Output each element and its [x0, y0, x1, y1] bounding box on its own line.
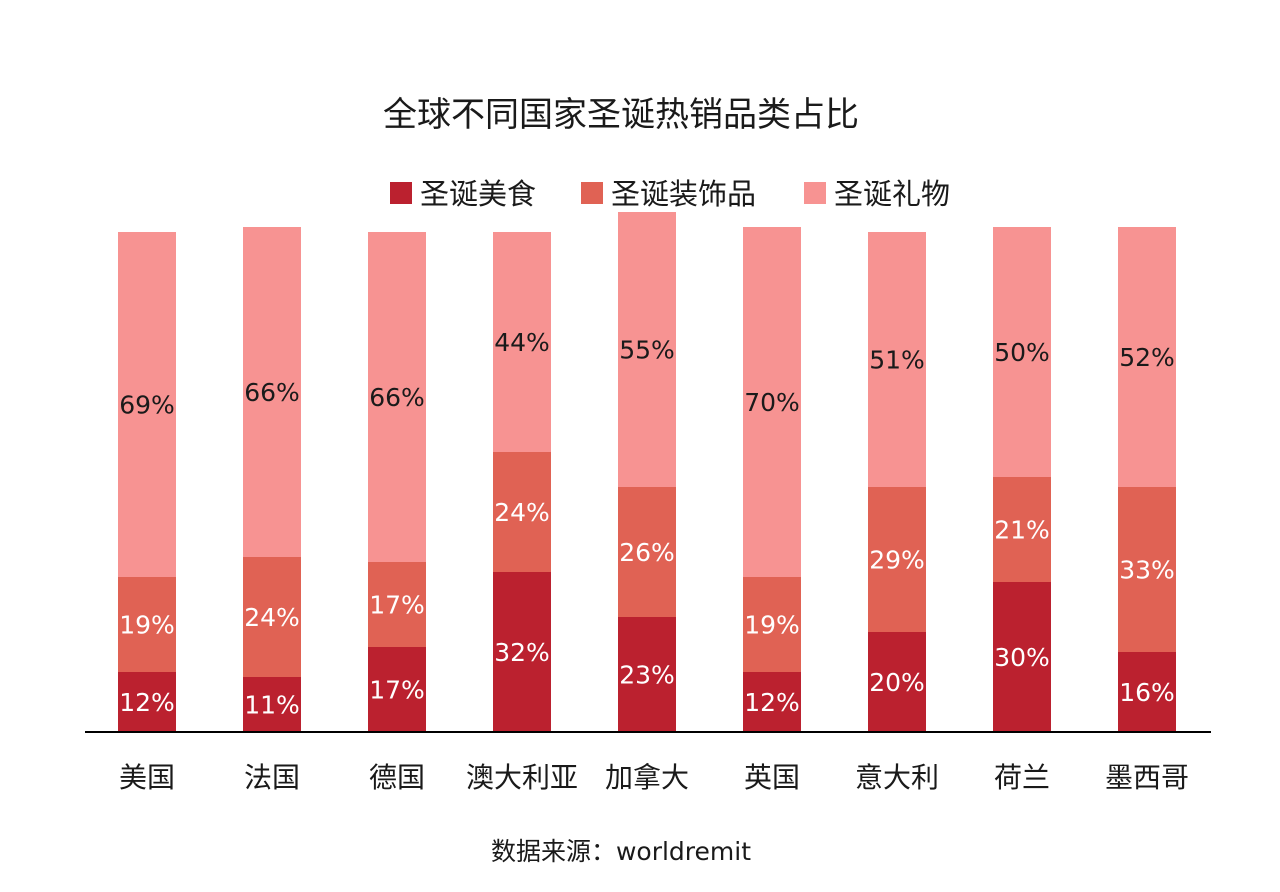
bar-segment-3-5	[618, 212, 676, 487]
bar-segment-2-6	[743, 577, 801, 672]
value-label-1-3: 17%	[369, 676, 425, 705]
value-label-3-5: 55%	[619, 336, 675, 365]
value-label-3-1: 69%	[119, 391, 175, 420]
value-label-1-6: 12%	[744, 688, 800, 717]
value-label-3-2: 66%	[244, 378, 300, 407]
bar-segment-2-9	[1118, 487, 1176, 652]
value-label-2-2: 24%	[244, 603, 300, 632]
legend-label-1: 圣诞美食	[420, 177, 536, 211]
value-label-2-8: 21%	[994, 516, 1050, 545]
bar-segment-3-6	[743, 227, 801, 577]
value-label-3-4: 44%	[494, 328, 550, 357]
bar-segment-2-4	[493, 452, 551, 572]
legend-label-3: 圣诞礼物	[834, 177, 950, 211]
category-label-1: 美国	[119, 761, 175, 794]
category-label-8: 荷兰	[994, 761, 1050, 794]
bar-segment-1-4	[493, 572, 551, 732]
value-label-2-1: 19%	[119, 611, 175, 640]
bar-segment-1-7	[868, 632, 926, 732]
category-label-3: 德国	[369, 761, 425, 794]
value-label-3-8: 50%	[994, 338, 1050, 367]
value-label-1-8: 30%	[994, 643, 1050, 672]
value-label-2-4: 24%	[494, 498, 550, 527]
value-label-1-1: 12%	[119, 688, 175, 717]
value-label-1-4: 32%	[494, 638, 550, 667]
value-label-2-5: 26%	[619, 538, 675, 567]
legend-swatch-1	[390, 182, 412, 204]
category-label-9: 墨西哥	[1105, 761, 1189, 794]
value-label-3-7: 51%	[869, 346, 925, 375]
source-note: 数据来源：worldremit	[491, 837, 751, 866]
category-label-5: 加拿大	[605, 761, 689, 794]
bars: 12% 19% 69% 11% 24% 66% 17% 17% 66% 32% 24% 44% 23% 2…	[118, 212, 1176, 732]
bar-segment-2-1	[118, 577, 176, 672]
category-label-2: 法国	[244, 761, 300, 794]
legend-swatch-2	[581, 182, 603, 204]
value-label-1-2: 11%	[244, 691, 300, 720]
value-label-2-6: 19%	[744, 611, 800, 640]
bar-segment-3-7	[868, 232, 926, 487]
chart-title: 全球不同国家圣诞热销品类占比	[383, 95, 859, 135]
category-labels: 美国 法国 德国 澳大利亚 加拿大 英国 意大利 荷兰 墨西哥	[119, 761, 1189, 794]
bar-segment-1-8	[993, 582, 1051, 732]
bar-segment-3-1	[118, 232, 176, 577]
value-label-1-5: 23%	[619, 661, 675, 690]
bar-segment-2-5	[618, 487, 676, 617]
bar-segment-1-5	[618, 617, 676, 732]
bar-segment-1-6	[743, 672, 801, 732]
legend: 圣诞美食 圣诞装饰品 圣诞礼物	[390, 177, 950, 211]
value-label-3-3: 66%	[369, 383, 425, 412]
bar-segment-1-1	[118, 672, 176, 732]
value-label-2-7: 29%	[869, 546, 925, 575]
bar-segment-1-3	[368, 647, 426, 732]
legend-label-2: 圣诞装饰品	[611, 177, 756, 211]
value-label-1-9: 16%	[1119, 678, 1175, 707]
bar-segment-2-8	[993, 477, 1051, 582]
bar-segment-2-2	[243, 557, 301, 677]
bar-segment-2-3	[368, 562, 426, 647]
value-label-3-6: 70%	[744, 388, 800, 417]
value-label-3-9: 52%	[1119, 343, 1175, 372]
category-label-6: 英国	[744, 761, 800, 794]
bar-segment-1-9	[1118, 652, 1176, 732]
bar-segment-3-3	[368, 232, 426, 562]
category-label-4: 澳大利亚	[466, 761, 578, 794]
value-label-1-7: 20%	[869, 668, 925, 697]
legend-swatch-3	[804, 182, 826, 204]
bar-segment-2-7	[868, 487, 926, 632]
category-label-7: 意大利	[855, 761, 939, 794]
bar-segment-3-8	[993, 227, 1051, 477]
bar-segment-3-9	[1118, 227, 1176, 487]
bar-segment-3-4	[493, 232, 551, 452]
bar-segment-3-2	[243, 227, 301, 557]
bar-segment-1-2	[243, 677, 301, 732]
value-label-2-9: 33%	[1119, 556, 1175, 585]
value-label-2-3: 17%	[369, 591, 425, 620]
